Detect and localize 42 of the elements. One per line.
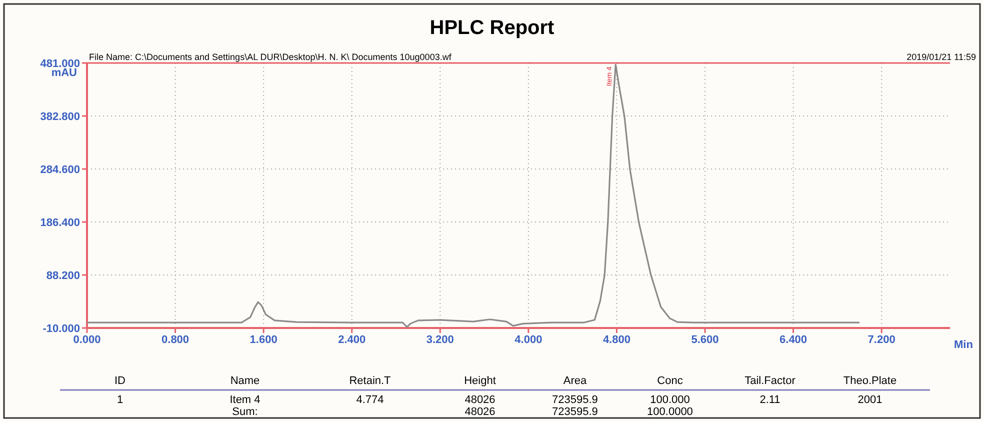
text: 48026 (464, 406, 496, 418)
text: Retain.T (349, 375, 392, 387)
y-tick-label: 284.600 (40, 164, 80, 176)
text: 100.0000 (647, 406, 693, 418)
line-series (86, 64, 860, 328)
text: 1 (116, 394, 124, 406)
y-tick-label: 186.400 (40, 217, 80, 229)
y-tick-label: 88.200 (46, 270, 80, 282)
x-tick-label: 4.800 (602, 334, 630, 346)
text: 4.774 (356, 394, 384, 406)
text: Tail.Factor (744, 375, 796, 387)
x-tick-label: 0.000 (73, 334, 101, 346)
x-tick-label: 7.200 (868, 334, 896, 346)
x-tick-label: 2.400 (338, 334, 366, 346)
x-tick-label: 4.000 (514, 334, 542, 346)
text: Item 4 (230, 394, 260, 406)
text: Conc (657, 375, 684, 387)
text: 723595.9 (552, 394, 598, 406)
text: Area (563, 375, 588, 387)
y-tick-label: 481.000 (40, 58, 80, 70)
x-tick-label: 6.400 (780, 334, 808, 346)
x-tick-label: 0.800 (162, 334, 190, 346)
chart-title: HPLC Report (430, 17, 555, 39)
y-tick-label: -10.000 (42, 323, 80, 335)
text: File Name: C:\Documents and Settings\AL DUR\Desktop\H. N. K\ Documents 10ug0003.wf (89, 52, 452, 62)
x-tick-label: 5.600 (691, 334, 719, 346)
text: Theo.Plate (843, 375, 897, 387)
text: Name (230, 375, 260, 387)
y-axis-title: mAU (51, 67, 78, 79)
text: 2001 (858, 394, 882, 406)
text: 48026 (464, 394, 496, 406)
x-tick-label: 1.600 (250, 334, 278, 346)
text: 723595.9 (552, 406, 598, 418)
text: 2.11 (760, 394, 780, 406)
x-axis-title: Min (954, 339, 974, 351)
y-tick-label: 382.800 (40, 111, 80, 123)
text: Height (464, 375, 496, 387)
text: ID (114, 375, 126, 387)
text: Sum: (232, 406, 258, 418)
x-tick-label: 3.200 (426, 334, 454, 346)
text: 2019/01/21 11:59 (906, 52, 976, 62)
text: 100.000 (650, 394, 690, 406)
